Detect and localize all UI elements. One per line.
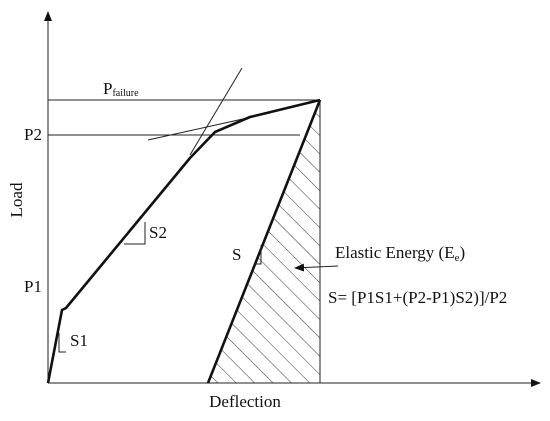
slope-s2: [124, 222, 146, 245]
s-label: S: [232, 245, 241, 264]
p-failure-sub: failure: [112, 88, 139, 99]
x-axis-label: Deflection: [209, 392, 281, 411]
slope-s1: [58, 333, 66, 353]
elastic-energy: Elastic Energy (E: [335, 243, 455, 262]
slope-s: [254, 245, 262, 265]
arrow: [294, 263, 339, 272]
elastic-energy-sub: e: [455, 252, 460, 264]
formula: S= [P1S1+(P2-P1)S2)]/P2: [328, 288, 507, 307]
elastic-energy-label: Elastic Energy (Ee): [335, 243, 465, 264]
y-axis-label: Load: [7, 182, 26, 217]
s1-label: S1: [70, 331, 88, 350]
p-failure: P: [103, 79, 112, 98]
s2-label: S2: [149, 223, 167, 242]
elastic-energy-close: ): [459, 243, 465, 262]
unloading-line: [206, 99, 322, 384]
p1-label: P1: [24, 277, 42, 296]
load-curve: [46, 98, 321, 384]
tangent-line: [189, 67, 243, 156]
p-failure-label: Pfailure: [103, 79, 139, 99]
p2-label: P2: [24, 125, 42, 144]
